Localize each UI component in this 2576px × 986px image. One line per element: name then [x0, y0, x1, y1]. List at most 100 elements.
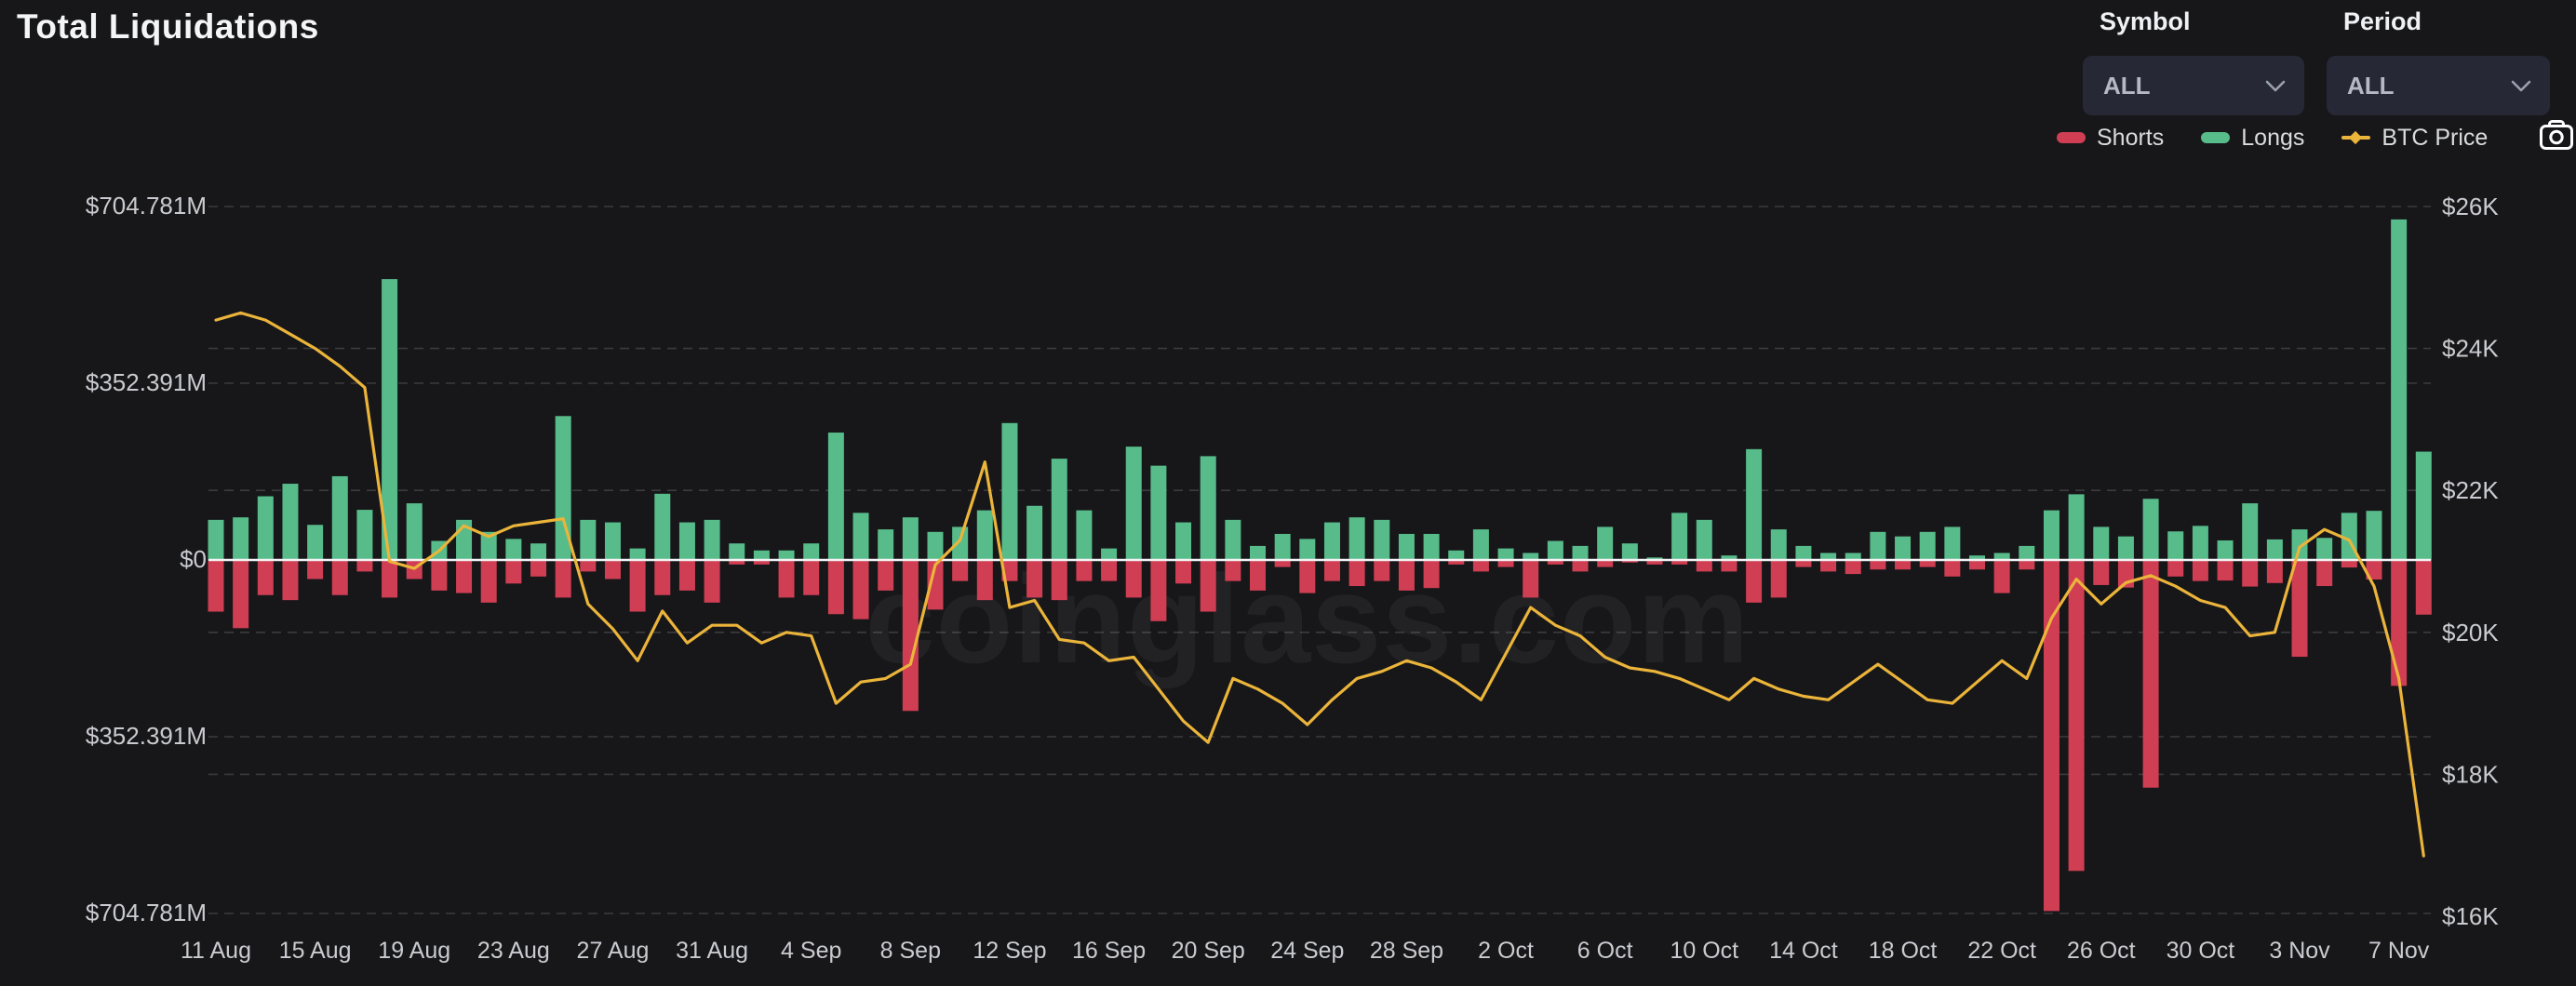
longs-bar[interactable]: [1621, 543, 1638, 560]
longs-bar[interactable]: [878, 529, 894, 560]
longs-bar[interactable]: [704, 519, 720, 560]
shorts-bar[interactable]: [2142, 560, 2159, 788]
shorts-bar[interactable]: [1497, 560, 1514, 567]
longs-bar[interactable]: [1597, 526, 1614, 560]
camera-icon[interactable]: [2539, 119, 2574, 151]
shorts-bar[interactable]: [2266, 560, 2283, 583]
shorts-bar[interactable]: [1770, 560, 1787, 598]
shorts-bar[interactable]: [1993, 560, 2010, 593]
longs-bar[interactable]: [208, 519, 224, 560]
shorts-bar[interactable]: [2341, 560, 2357, 568]
shorts-bar[interactable]: [1051, 560, 1067, 601]
shorts-bar[interactable]: [2415, 560, 2432, 615]
longs-bar[interactable]: [1523, 553, 1539, 560]
longs-bar[interactable]: [2217, 540, 2234, 560]
shorts-bar[interactable]: [2019, 560, 2035, 570]
longs-bar[interactable]: [1969, 555, 1986, 560]
longs-bar[interactable]: [1497, 548, 1514, 560]
shorts-bar[interactable]: [2316, 560, 2333, 587]
shorts-bar[interactable]: [257, 560, 274, 595]
longs-bar[interactable]: [2117, 536, 2134, 560]
longs-bar[interactable]: [1101, 548, 1118, 560]
longs-bar[interactable]: [1572, 545, 1589, 560]
longs-bar[interactable]: [1299, 539, 1316, 560]
longs-bar[interactable]: [1746, 448, 1763, 560]
longs-bar[interactable]: [1274, 533, 1291, 560]
shorts-bar[interactable]: [952, 560, 969, 581]
longs-bar[interactable]: [1845, 553, 1861, 560]
shorts-bar[interactable]: [1646, 560, 1663, 565]
longs-bar[interactable]: [902, 517, 919, 560]
longs-bar[interactable]: [1125, 446, 1142, 560]
longs-bar[interactable]: [952, 526, 969, 560]
shorts-bar[interactable]: [580, 560, 597, 572]
shorts-bar[interactable]: [1547, 560, 1563, 565]
shorts-bar[interactable]: [1200, 560, 1216, 612]
longs-bar[interactable]: [1696, 519, 1712, 560]
longs-bar[interactable]: [2291, 529, 2308, 560]
longs-bar[interactable]: [530, 543, 547, 560]
legend-shorts[interactable]: Shorts: [2057, 125, 2164, 152]
shorts-bar[interactable]: [1299, 560, 1316, 593]
longs-bar[interactable]: [480, 531, 497, 560]
longs-bar[interactable]: [2043, 510, 2059, 560]
shorts-bar[interactable]: [878, 560, 894, 591]
longs-bar[interactable]: [282, 484, 299, 560]
longs-bar[interactable]: [1250, 545, 1267, 560]
btc-price-line[interactable]: [214, 311, 2425, 858]
shorts-bar[interactable]: [1101, 560, 1118, 581]
longs-bar[interactable]: [382, 279, 398, 560]
longs-bar[interactable]: [356, 510, 373, 560]
longs-bar[interactable]: [654, 493, 671, 560]
shorts-bar[interactable]: [1448, 560, 1465, 565]
shorts-bar[interactable]: [1671, 560, 1688, 565]
longs-bar[interactable]: [406, 503, 423, 560]
longs-bar[interactable]: [803, 543, 820, 560]
longs-bar[interactable]: [1323, 522, 1340, 560]
longs-bar[interactable]: [1374, 519, 1390, 560]
shorts-bar[interactable]: [555, 560, 571, 598]
shorts-bar[interactable]: [1374, 560, 1390, 581]
shorts-bar[interactable]: [678, 560, 695, 591]
shorts-bar[interactable]: [803, 560, 820, 595]
longs-bar[interactable]: [257, 496, 274, 560]
shorts-bar[interactable]: [1348, 560, 1365, 587]
shorts-bar[interactable]: [530, 560, 547, 577]
longs-bar[interactable]: [1225, 519, 1241, 560]
longs-bar[interactable]: [927, 531, 944, 560]
shorts-bar[interactable]: [704, 560, 720, 603]
longs-bar[interactable]: [555, 416, 571, 560]
shorts-bar[interactable]: [1721, 560, 1737, 572]
longs-bar[interactable]: [2019, 545, 2035, 560]
longs-bar[interactable]: [2415, 451, 2432, 560]
longs-bar[interactable]: [1051, 459, 1067, 560]
shorts-bar[interactable]: [1746, 560, 1763, 603]
longs-bar[interactable]: [976, 510, 993, 560]
shorts-bar[interactable]: [233, 560, 249, 629]
longs-bar[interactable]: [2167, 531, 2184, 560]
shorts-bar[interactable]: [2192, 560, 2208, 581]
longs-bar[interactable]: [233, 517, 249, 560]
longs-bar[interactable]: [1795, 545, 1812, 560]
longs-bar[interactable]: [729, 543, 745, 560]
shorts-bar[interactable]: [331, 560, 348, 595]
shorts-bar[interactable]: [480, 560, 497, 603]
shorts-bar[interactable]: [1225, 560, 1241, 581]
longs-bar[interactable]: [2391, 219, 2408, 561]
longs-bar[interactable]: [2142, 499, 2159, 560]
longs-bar[interactable]: [1472, 529, 1489, 560]
longs-bar[interactable]: [580, 519, 597, 560]
shorts-bar[interactable]: [2242, 560, 2259, 587]
longs-bar[interactable]: [629, 548, 646, 560]
longs-bar[interactable]: [2093, 526, 2110, 560]
shorts-bar[interactable]: [1870, 560, 1886, 570]
longs-bar[interactable]: [1919, 531, 1936, 560]
longs-bar[interactable]: [2366, 511, 2382, 560]
longs-bar[interactable]: [2192, 526, 2208, 560]
shorts-bar[interactable]: [1572, 560, 1589, 572]
longs-bar[interactable]: [1993, 553, 2010, 560]
shorts-bar[interactable]: [1125, 560, 1142, 598]
shorts-bar[interactable]: [2068, 560, 2085, 872]
shorts-bar[interactable]: [1472, 560, 1489, 572]
